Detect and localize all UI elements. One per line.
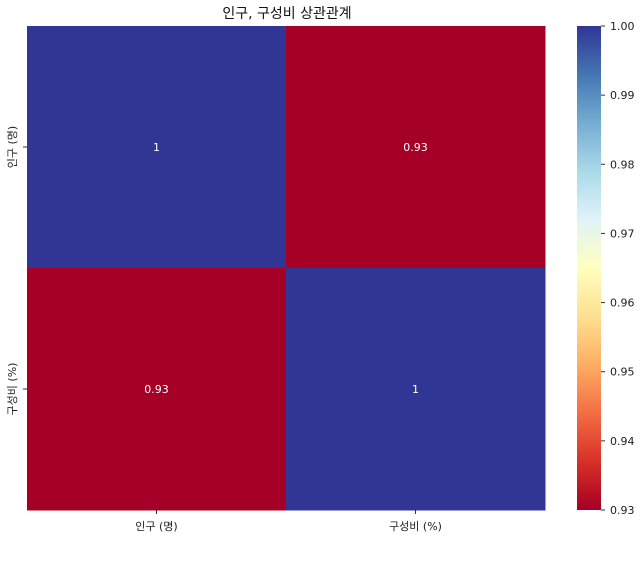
colorbar-gradient <box>577 26 601 510</box>
cell-value-label: 1 <box>412 383 419 396</box>
heatmap-cells: 1 0.93 0.93 1 <box>27 26 546 511</box>
colorbar-tick-label: 0.95 <box>610 366 635 379</box>
cell-value-label: 0.93 <box>403 141 428 154</box>
colorbar-tick-label: 0.99 <box>610 89 635 102</box>
colorbar-ticks: 0.93 0.94 0.95 0.96 0.97 0.98 0.99 1.00 <box>601 20 635 517</box>
colorbar-tick-label: 0.96 <box>610 297 635 310</box>
y-tick-label: 구성비 (%) <box>6 363 19 416</box>
colorbar <box>577 26 601 510</box>
x-tick-label: 구성비 (%) <box>389 520 442 533</box>
colorbar-tick-label: 0.98 <box>610 158 635 171</box>
heatmap-cell <box>286 26 546 269</box>
cell-value-label: 0.93 <box>144 383 169 396</box>
colorbar-tick-label: 1.00 <box>610 20 635 33</box>
heatmap-cell <box>27 268 287 511</box>
x-tick-label: 인구 (명) <box>135 520 177 533</box>
colorbar-tick-label: 0.94 <box>610 435 635 448</box>
cell-value-label: 1 <box>153 141 160 154</box>
x-axis: 인구 (명) 구성비 (%) <box>135 510 442 533</box>
y-tick-label: 인구 (명) <box>6 126 19 168</box>
heatmap-cell <box>286 268 546 511</box>
colorbar-tick-label: 0.97 <box>610 227 635 240</box>
chart-title: 인구, 구성비 상관관계 <box>222 6 351 22</box>
colorbar-tick-label: 0.93 <box>610 504 635 517</box>
heatmap-cell <box>27 26 287 269</box>
y-axis: 인구 (명) 구성비 (%) <box>6 126 27 416</box>
